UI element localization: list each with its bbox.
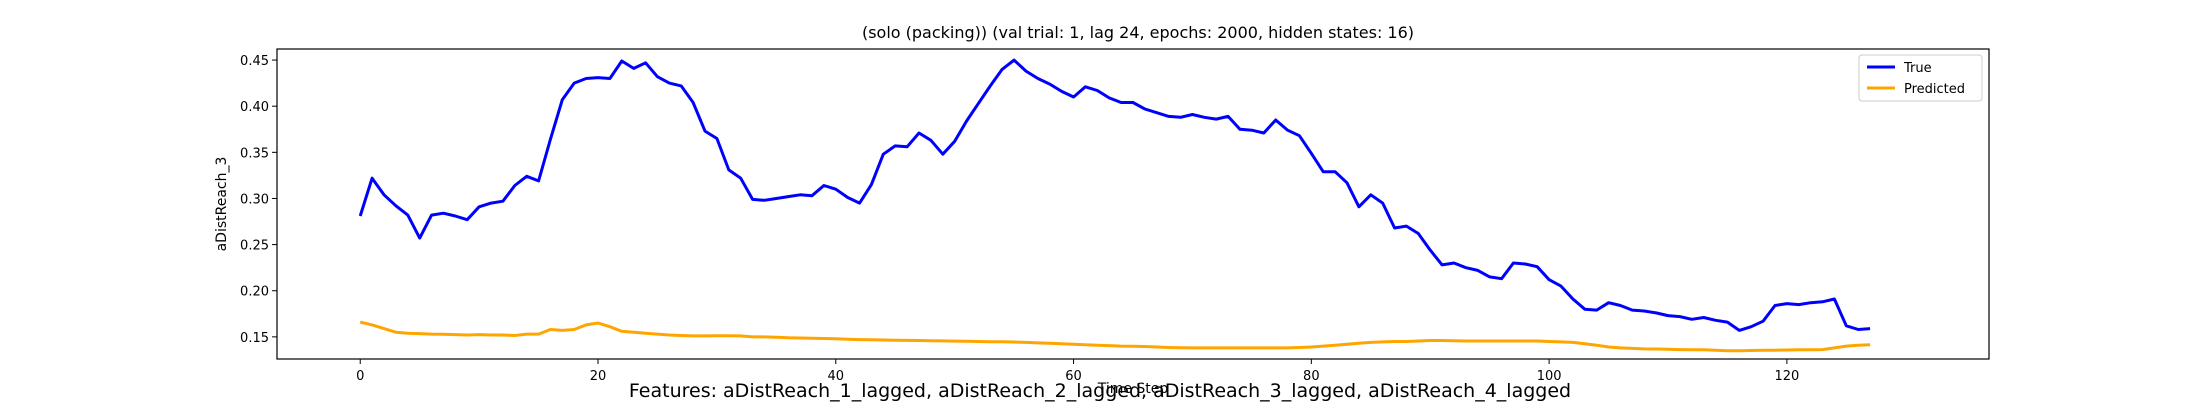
- y-tick-label: 0.15: [240, 331, 269, 346]
- y-axis-label: aDistReach_3: [214, 157, 230, 252]
- y-tick-label: 0.25: [240, 239, 269, 254]
- x-axis-ticks: 0 20 40 60 80 100 120: [356, 359, 1799, 384]
- x-axis-label: Time Step: [1097, 381, 1169, 397]
- legend: True Predicted: [1858, 54, 1983, 102]
- x-tick-label: 100: [1537, 369, 1562, 384]
- y-tick-label: 0.40: [240, 100, 269, 115]
- y-tick-label: 0.35: [240, 146, 269, 161]
- plot-area: [277, 49, 1989, 359]
- x-tick-label: 40: [828, 369, 845, 384]
- y-tick-label: 0.20: [240, 285, 269, 300]
- legend-label-predicted: Predicted: [1904, 82, 1965, 97]
- chart-title: (solo (packing)) (val trial: 1, lag 24, …: [862, 23, 1414, 42]
- series-line-true: [358, 58, 1871, 332]
- x-tick-label: 20: [590, 369, 607, 384]
- legend-label-true: True: [1903, 61, 1932, 76]
- y-tick-label: 0.45: [240, 54, 269, 69]
- x-tick-label: 120: [1774, 369, 1799, 384]
- x-tick-label: 60: [1065, 369, 1082, 384]
- series-layer: [358, 58, 1871, 353]
- feature-caption: Features: aDistReach_1_lagged, aDistReac…: [628, 380, 1572, 402]
- y-tick-label: 0.30: [240, 192, 269, 207]
- x-tick-label: 80: [1303, 369, 1320, 384]
- plot-frame: [276, 48, 1990, 360]
- series-line-predicted: [359, 320, 1871, 353]
- x-tick-label: 0: [356, 369, 364, 384]
- y-axis-ticks: 0.15 0.20 0.25 0.30 0.35 0.40 0.45: [240, 54, 277, 346]
